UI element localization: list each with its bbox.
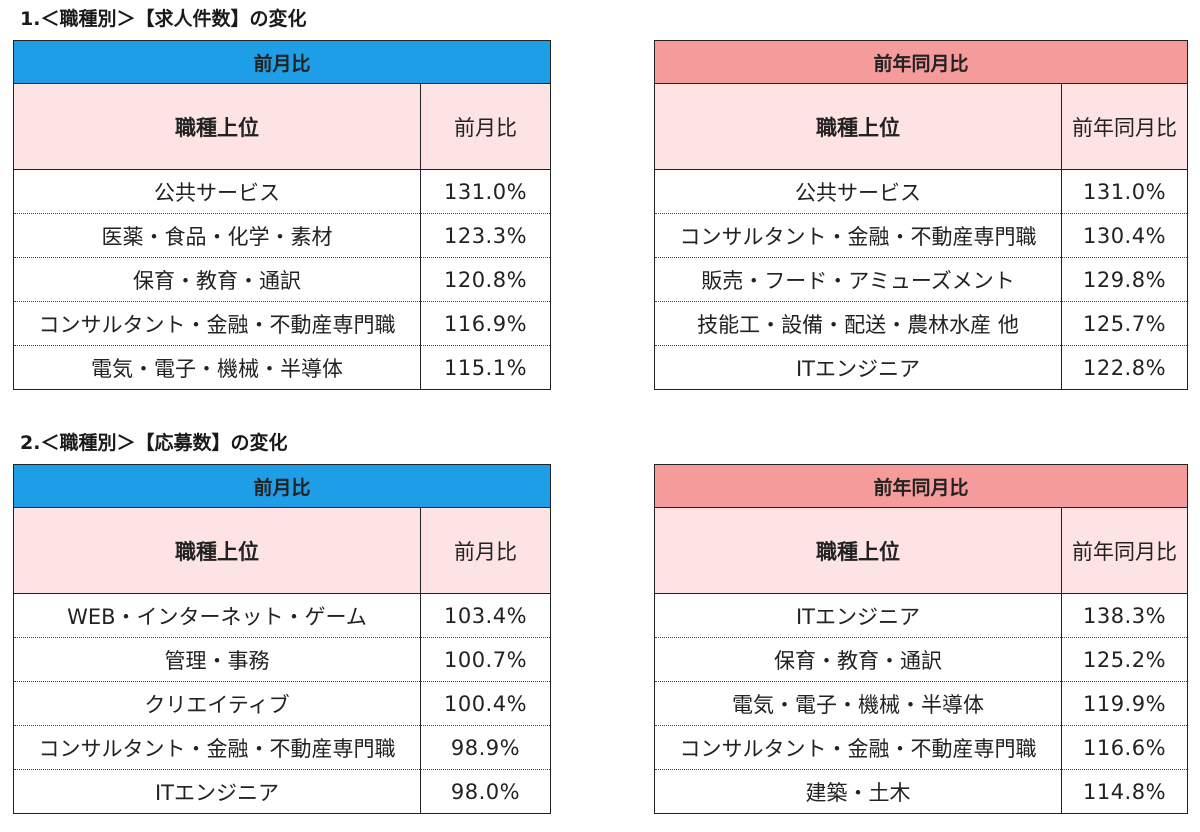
job-name-cell: コンサルタント・金融・不動産専門職 — [654, 213, 1062, 258]
table-row: 電気・電子・機械・半導体 119.9% — [654, 681, 1188, 726]
job-name-cell: 保育・教育・通訳 — [654, 637, 1062, 682]
column-header-value: 前月比 — [420, 83, 551, 170]
table-row: 保育・教育・通訳 120.8% — [13, 257, 551, 302]
table-row: コンサルタント・金融・不動産専門職 116.6% — [654, 725, 1188, 770]
job-name-cell: 医薬・食品・化学・素材 — [13, 213, 421, 258]
section-title-applications: 2.＜職種別＞【応募数】の変化 — [20, 432, 288, 454]
job-name-cell: 建築・土木 — [654, 769, 1062, 814]
ratio-cell: 103.4% — [420, 593, 551, 638]
table-row: 販売・フード・アミューズメント 129.8% — [654, 257, 1188, 302]
table-caption-row: 前月比 — [13, 40, 551, 84]
ratio-cell: 122.8% — [1082, 355, 1167, 380]
job-name-cell: ITエンジニア — [654, 345, 1062, 390]
column-header-value: 前年同月比 — [1061, 507, 1188, 594]
ratio-cell: 119.9% — [1061, 681, 1188, 726]
ratio-cell: 100.7% — [420, 637, 551, 682]
table-row: 管理・事務 100.7% — [13, 637, 551, 682]
table-row: コンサルタント・金融・不動産専門職 116.9% — [13, 301, 551, 346]
job-name-cell: ITエンジニア — [654, 593, 1062, 638]
table-row: ITエンジニア 98.0% — [13, 769, 551, 814]
ratio-cell: 115.1% — [443, 355, 528, 380]
table-row: 医薬・食品・化学・素材 123.3% — [13, 213, 551, 258]
applications-yoy-table: 前年同月比 職種上位 前年同月比 ITエンジニア 138.3% 保育・教育・通訳… — [654, 464, 1189, 814]
table-row: クリエイティブ 100.4% — [13, 681, 551, 726]
table-caption-row: 前年同月比 — [654, 464, 1188, 508]
job-name-cell: 販売・フード・アミューズメント — [654, 257, 1062, 302]
ratio-cell: 114.8% — [1082, 779, 1167, 804]
job-name-cell: クリエイティブ — [13, 681, 421, 726]
ratio-cell: 98.9% — [420, 725, 551, 770]
ratio-cell: 125.2% — [1061, 637, 1188, 682]
table-row: コンサルタント・金融・不動産専門職 130.4% — [654, 213, 1188, 258]
table-caption-row: 前年同月比 — [654, 40, 1188, 84]
ratio-cell: 120.8% — [420, 257, 551, 302]
table-row: ITエンジニア 122.8% — [654, 345, 1188, 390]
column-header-value: 前年同月比 — [1061, 83, 1188, 170]
table-row: WEB・インターネット・ゲーム 103.4% — [13, 593, 551, 638]
column-header-rank: 職種上位 — [13, 507, 421, 594]
job-postings-yoy-table: 前年同月比 職種上位 前年同月比 公共サービス 131.0% コンサルタント・金… — [654, 40, 1189, 390]
table-caption: 前年同月比 — [654, 464, 1188, 508]
job-postings-mom-table: 前月比 職種上位 前月比 公共サービス 131.0% 医薬・食品・化学・素材 1… — [13, 40, 552, 390]
ratio-cell: 100.4% — [420, 681, 551, 726]
job-name-cell: WEB・インターネット・ゲーム — [13, 593, 421, 638]
job-name-cell: コンサルタント・金融・不動産専門職 — [13, 301, 421, 346]
job-name-cell: 保育・教育・通訳 — [13, 257, 421, 302]
ratio-cell: 125.7% — [1061, 301, 1188, 346]
ratio-cell: 116.9% — [420, 301, 551, 346]
job-name-cell: ITエンジニア — [13, 769, 421, 814]
job-name-cell: 公共サービス — [13, 169, 421, 214]
table-header-row: 職種上位 前月比 — [13, 83, 551, 170]
table-row: 建築・土木 114.8% — [654, 769, 1188, 814]
job-name-cell: コンサルタント・金融・不動産専門職 — [13, 725, 421, 770]
ratio-cell: 116.6% — [1061, 725, 1188, 770]
ratio-cell: 129.8% — [1061, 257, 1188, 302]
table-row: 技能工・設備・配送・農林水産 他 125.7% — [654, 301, 1188, 346]
applications-mom-table: 前月比 職種上位 前月比 WEB・インターネット・ゲーム 103.4% 管理・事… — [13, 464, 552, 814]
table-row: ITエンジニア 138.3% — [654, 593, 1188, 638]
ratio-cell: 130.4% — [1061, 213, 1188, 258]
table-row: 保育・教育・通訳 125.2% — [654, 637, 1188, 682]
column-header-rank: 職種上位 — [654, 83, 1062, 170]
job-name-cell: 技能工・設備・配送・農林水産 他 — [654, 301, 1062, 346]
column-header-value: 前月比 — [420, 507, 551, 594]
job-name-cell: コンサルタント・金融・不動産専門職 — [654, 725, 1062, 770]
job-name-cell: 管理・事務 — [13, 637, 421, 682]
job-name-cell: 公共サービス — [654, 169, 1062, 214]
job-name-cell: 電気・電子・機械・半導体 — [13, 345, 421, 390]
section-title-job-postings: 1.＜職種別＞【求人件数】の変化 — [20, 8, 307, 30]
ratio-cell: 131.0% — [1061, 169, 1188, 214]
table-header-row: 職種上位 前年同月比 — [654, 83, 1188, 170]
table-caption: 前年同月比 — [654, 40, 1188, 84]
table-row: 電気・電子・機械・半導体 115.1% — [13, 345, 551, 390]
ratio-cell: 131.0% — [420, 169, 551, 214]
table-header-row: 職種上位 前月比 — [13, 507, 551, 594]
table-row: コンサルタント・金融・不動産専門職 98.9% — [13, 725, 551, 770]
ratio-cell: 98.0% — [450, 779, 521, 804]
column-header-rank: 職種上位 — [13, 83, 421, 170]
table-header-row: 職種上位 前年同月比 — [654, 507, 1188, 594]
column-header-rank: 職種上位 — [654, 507, 1062, 594]
job-name-cell: 電気・電子・機械・半導体 — [654, 681, 1062, 726]
table-caption-row: 前月比 — [13, 464, 551, 508]
table-row: 公共サービス 131.0% — [13, 169, 551, 214]
ratio-cell: 123.3% — [420, 213, 551, 258]
table-caption: 前月比 — [13, 464, 551, 508]
table-row: 公共サービス 131.0% — [654, 169, 1188, 214]
table-caption: 前月比 — [13, 40, 551, 84]
ratio-cell: 138.3% — [1061, 593, 1188, 638]
